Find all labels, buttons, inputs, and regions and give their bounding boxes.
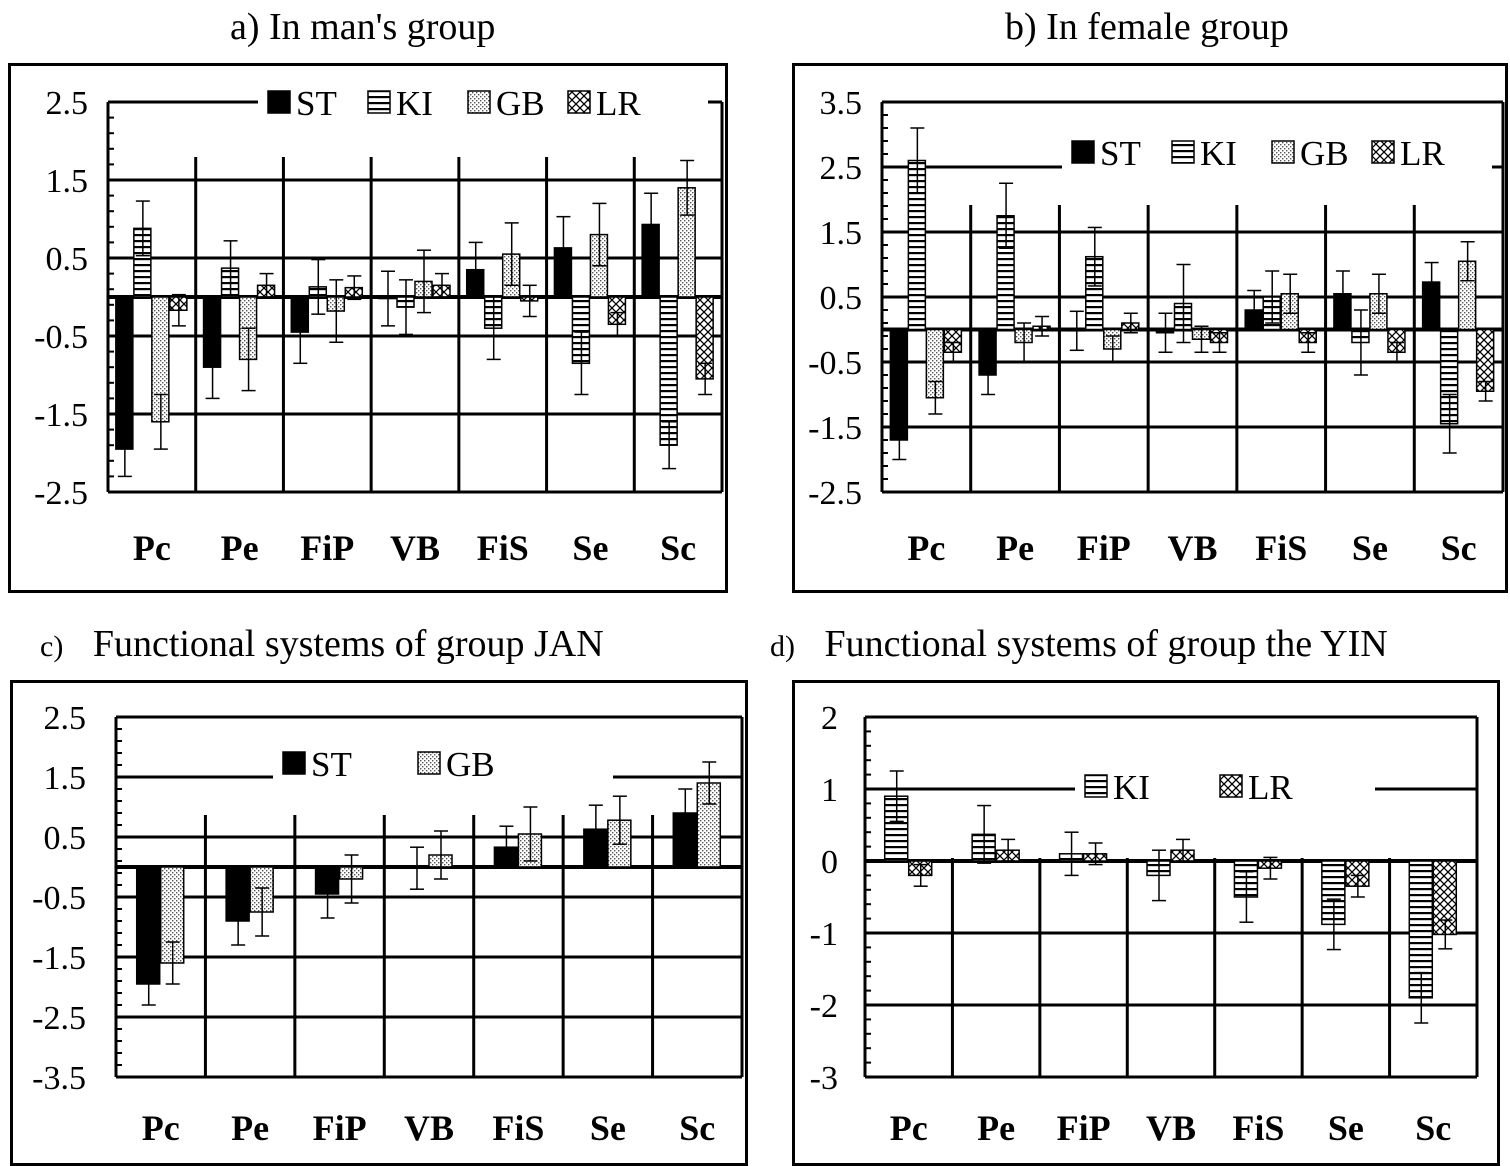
panel-b-title-text: In female group (1046, 6, 1289, 48)
panel-a-title: a) In man's group (230, 5, 495, 49)
panel-d-category-label: FiP (1057, 1108, 1111, 1148)
panel-a-category-label: Pe (221, 528, 259, 568)
panel-c-legend-swatch-gb (417, 751, 441, 775)
panel-b-y-tick-label: -1.5 (808, 410, 862, 447)
panel-c-category-label: Se (590, 1108, 626, 1148)
panel-a-y-tick-label: -2.5 (34, 475, 88, 512)
panel-c-category-label: VB (404, 1108, 454, 1148)
panel-d-category-label: FiS (1232, 1108, 1284, 1148)
panel-c-category-label: Pc (142, 1108, 180, 1148)
panel-c-legend-label-gb: GB (446, 745, 495, 784)
panel-b-category-label: FiP (1077, 528, 1131, 568)
panel-c-y-tick-label: -1.5 (32, 940, 86, 977)
panel-b-y-tick-label: 3.5 (820, 85, 863, 122)
panel-d-category-label: Se (1328, 1108, 1364, 1148)
panel-b-legend-swatch-gb (1271, 140, 1295, 164)
panel-d-category-label: Pe (977, 1108, 1015, 1148)
panel-b-legend-label-st: ST (1100, 134, 1141, 173)
panel-b-title: b) In female group (1005, 5, 1289, 49)
panel-b-y-tick-label: -0.5 (808, 345, 862, 382)
panel-a-title-text: In man's group (269, 6, 496, 48)
panel-a-category-label: Sc (660, 528, 696, 568)
panel-d-legend-swatch-lr (1219, 774, 1243, 798)
panel-c-legend-label-st: ST (311, 745, 352, 784)
panel-d-legend-label-ki: KI (1113, 768, 1150, 807)
panel-b-legend-swatch-lr (1371, 140, 1395, 164)
panel-a-legend-swatch-lr (567, 90, 591, 114)
panel-a-legend-swatch-ki (367, 90, 391, 114)
panel-c-legend-box (273, 740, 613, 784)
panel-a-legend-label-gb: GB (496, 84, 545, 123)
panel-d-category-label: VB (1146, 1108, 1196, 1148)
panel-b-category-label: Pe (996, 528, 1034, 568)
panel-a-category-label: FiP (300, 528, 354, 568)
panel-a-legend-label-ki: KI (396, 84, 433, 123)
panel-d-y-tick-label: 2 (821, 700, 838, 737)
panel-c-y-tick-label: -0.5 (32, 880, 86, 917)
panel-c-legend-swatch-st (282, 751, 306, 775)
panel-a-y-tick-label: 1.5 (46, 163, 89, 200)
panel-d-y-tick-label: 0 (821, 844, 838, 881)
panel-c-y-tick-label: -3.5 (32, 1060, 86, 1097)
panel-d-letter: d) (770, 630, 795, 663)
panel-b-category-label: FiS (1255, 528, 1307, 568)
panel-b-category-label: Se (1352, 528, 1388, 568)
panel-a-category-label: FiS (477, 528, 529, 568)
panel-c-category-label: FiS (492, 1108, 544, 1148)
panel-b-y-tick-label: 1.5 (820, 215, 863, 252)
panel-c-y-tick-label: 2.5 (44, 700, 87, 737)
panel-b-category-label: VB (1167, 528, 1217, 568)
panel-d-y-tick-label: -2 (810, 988, 838, 1025)
panel-d-category-label: Pc (890, 1108, 928, 1148)
panel-b-legend-swatch-ki (1171, 140, 1195, 164)
panel-d-category-label: Sc (1415, 1108, 1451, 1148)
panel-d-y-tick-label: 1 (821, 772, 838, 809)
panel-d-y-tick-label: -1 (810, 916, 838, 953)
panel-c-y-tick-label: 0.5 (44, 820, 87, 857)
panel-b-y-tick-label: 2.5 (820, 150, 863, 187)
panel-a-legend-label-st: ST (296, 84, 337, 123)
panel-d-title: d) Functional systems of group the YIN (770, 622, 1388, 666)
panel-b-category-label: Pc (907, 528, 945, 568)
panel-a-category-label: Se (572, 528, 608, 568)
panel-c-letter: c) (40, 630, 64, 663)
panel-c-y-tick-label: -2.5 (32, 1000, 86, 1037)
panel-a-y-tick-label: -0.5 (34, 319, 88, 356)
panel-c-title-text: Functional systems of group JAN (92, 623, 604, 665)
panel-a-y-tick-label: -1.5 (34, 397, 88, 434)
panel-a-category-label: VB (390, 528, 440, 568)
panel-d-title-text: Functional systems of group the YIN (824, 623, 1388, 665)
panel-d-legend-swatch-ki (1084, 774, 1108, 798)
panel-b-letter: b) (1005, 6, 1037, 48)
panel-b-y-tick-label: 0.5 (820, 280, 863, 317)
panel-c-category-label: Pe (231, 1108, 269, 1148)
panel-a-y-tick-label: 0.5 (46, 241, 89, 278)
panel-c-category-label: Sc (679, 1108, 715, 1148)
panel-c-y-tick-label: 1.5 (44, 760, 87, 797)
panel-a-legend-label-lr: LR (596, 84, 641, 123)
panel-a-category-label: Pc (133, 528, 171, 568)
panel-b-legend-swatch-st (1071, 140, 1095, 164)
panel-d-legend-label-lr: LR (1248, 768, 1293, 807)
panel-b-legend-label-lr: LR (1400, 134, 1445, 173)
panel-b-legend-label-gb: GB (1300, 134, 1349, 173)
panel-b-category-label: Sc (1441, 528, 1477, 568)
panel-c-title: c) Functional systems of group JAN (40, 622, 604, 666)
panel-d-y-tick-label: -3 (810, 1060, 838, 1097)
panel-a-y-tick-label: 2.5 (46, 85, 89, 122)
panel-c-category-label: FiP (313, 1108, 367, 1148)
panel-b-legend-label-ki: KI (1200, 134, 1237, 173)
panel-a-legend-swatch-gb (467, 90, 491, 114)
panel-d-frame (792, 680, 1500, 1166)
panel-a-letter: a) (230, 6, 260, 48)
panel-b-y-tick-label: -2.5 (808, 475, 862, 512)
panel-a-legend-swatch-st (267, 90, 291, 114)
